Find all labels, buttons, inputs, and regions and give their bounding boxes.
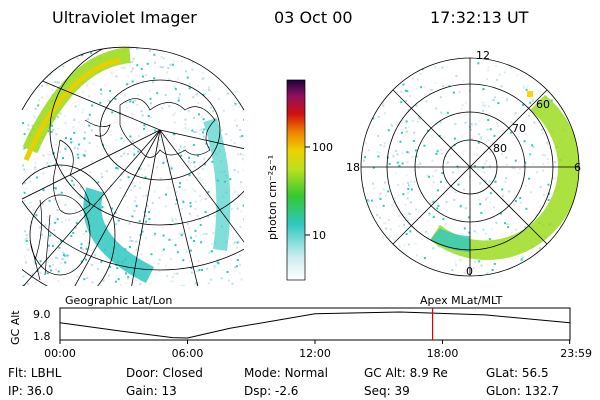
altitude-profile-line (59, 311, 571, 339)
status-gc-alt: GC Alt: 8.9 Re (364, 366, 448, 380)
timeline-xtick-label: 06:00 (172, 347, 204, 360)
timeline-ytick: 9.0 (33, 308, 51, 321)
sun-direction-marker (527, 91, 533, 97)
timeline-xtick-label: 18:00 (427, 347, 459, 360)
timeline-ylabel: GC Alt (9, 310, 22, 345)
aurora-peak-arc (23, 57, 121, 161)
status-mode: Mode: Normal (244, 366, 328, 380)
aurora-oval-east (203, 117, 231, 251)
polar-grid (360, 57, 580, 277)
instrument-title: Ultraviolet Imager (52, 8, 197, 27)
mlt-label-12: 12 (476, 49, 490, 62)
timeline-xtick-label: 12:00 (299, 347, 331, 360)
status-glon: GLon: 132.7 (486, 384, 559, 398)
map-caption: Geographic Lat/Lon (65, 294, 172, 307)
status-gain: Gain: 13 (126, 384, 177, 398)
status-seq: Seq: 39 (364, 384, 410, 398)
mlt-label-0: 0 (466, 265, 473, 278)
altitude-timeline: GC Alt 9.0 1.8 00:00 06:00 12:00 18:00 23:59 (9, 307, 592, 360)
timeline-xtick-label: 23:59 (560, 347, 592, 360)
colorbar-tick-label: 100 (312, 141, 333, 154)
polar-aurora-oval (430, 95, 579, 261)
status-glat: GLat: 56.5 (486, 366, 549, 380)
status-filter: Flt: LBHL (8, 366, 62, 380)
colorbar-unit-label: photon cm⁻²s⁻¹ (266, 155, 279, 240)
mlat-label-80: 80 (493, 142, 507, 155)
image-time: 17:32:13 UT (430, 8, 529, 27)
polar-caption: Apex MLat/MLT (420, 294, 503, 307)
polar-plot: 12 18 6 0 60 70 80 (346, 49, 581, 278)
timeline-xtick-label: 00:00 (44, 347, 76, 360)
timeline-frame (59, 307, 571, 341)
timeline-ytick: 1.8 (33, 330, 51, 343)
earth-limb (21, 46, 245, 111)
colorbar: 100 10 photon cm⁻²s⁻¹ (266, 79, 333, 281)
lat-lon-grid (22, 47, 244, 286)
polar-aurora-tail (430, 228, 470, 252)
mlt-label-18: 18 (346, 161, 360, 174)
status-dsp: Dsp: -2.6 (244, 384, 299, 398)
geographic-map (21, 46, 245, 286)
aurora-oval-south (83, 187, 155, 284)
mlt-label-6: 6 (574, 161, 581, 174)
colorbar-scale (286, 79, 306, 281)
mlat-label-60: 60 (536, 98, 550, 111)
colorbar-tick-label: 10 (312, 229, 326, 242)
image-date: 03 Oct 00 (274, 8, 353, 27)
mlat-label-70: 70 (512, 122, 526, 135)
coastlines (29, 98, 216, 281)
status-ip: IP: 36.0 (8, 384, 54, 398)
status-door: Door: Closed (126, 366, 203, 380)
